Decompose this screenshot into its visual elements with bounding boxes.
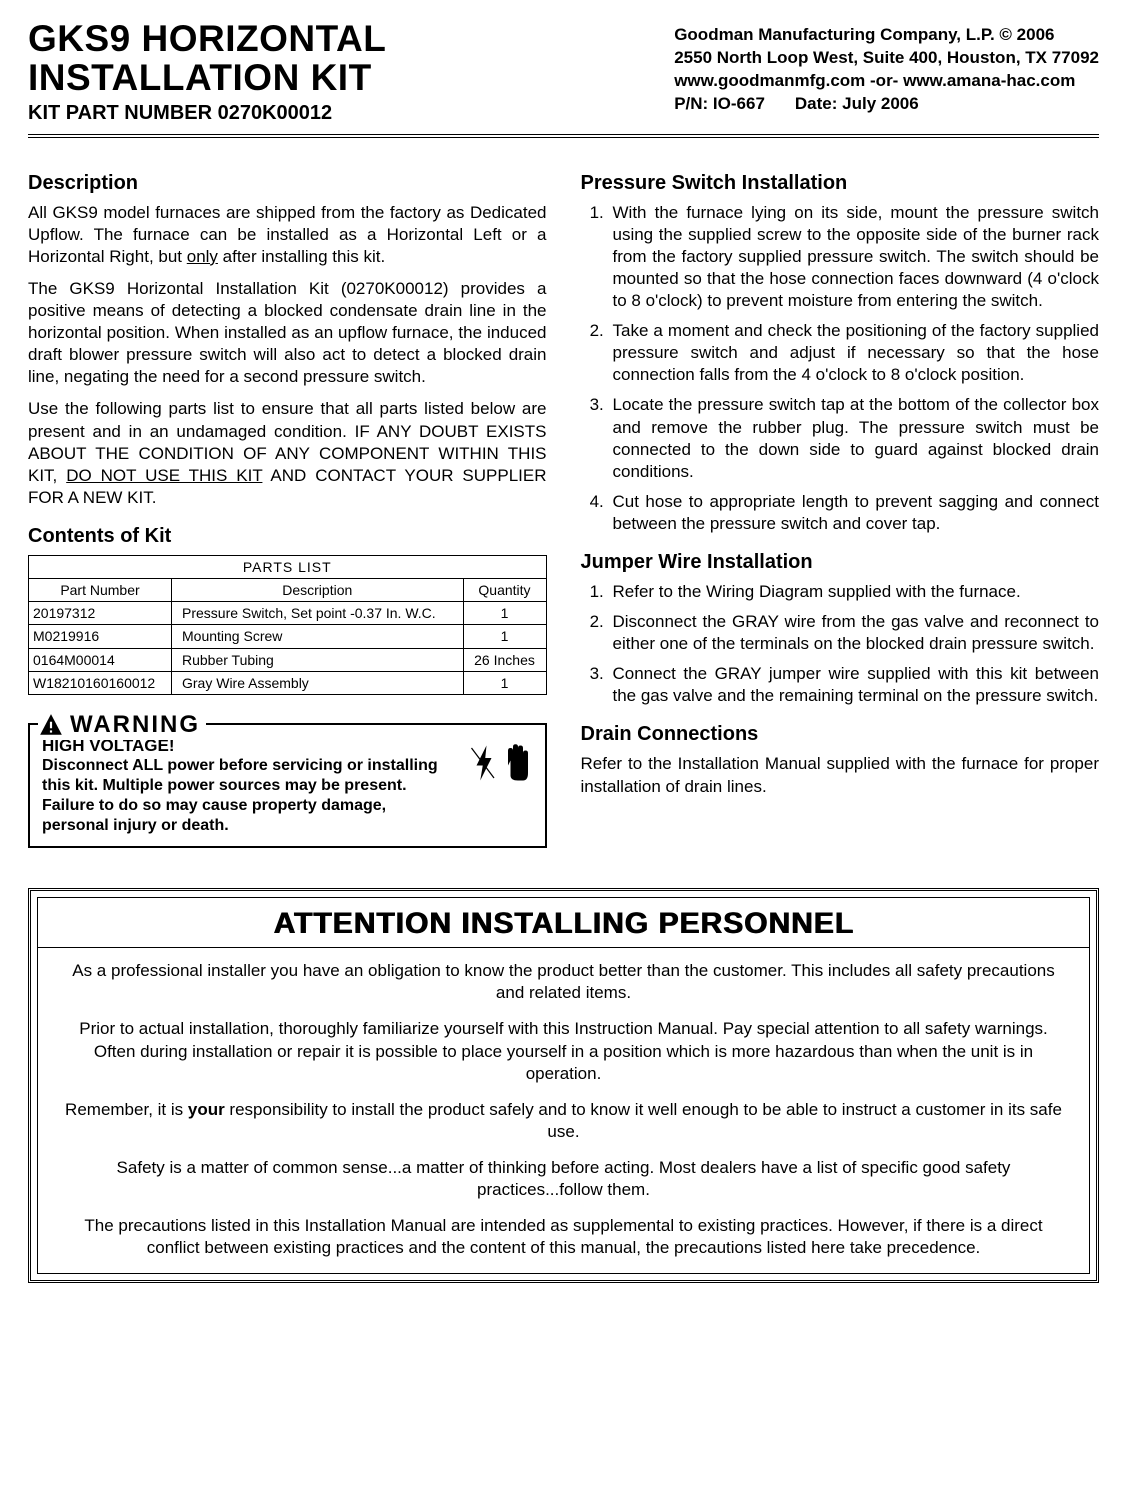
list-item: Refer to the Wiring Diagram supplied wit… bbox=[609, 581, 1100, 603]
hand-stop-icon bbox=[503, 743, 533, 783]
col-desc: Description bbox=[172, 579, 464, 602]
attention-p3: Remember, it is your responsibility to i… bbox=[60, 1099, 1067, 1143]
list-item: With the furnace lying on its side, moun… bbox=[609, 202, 1100, 312]
table-row: W18210160160012Gray Wire Assembly1 bbox=[29, 671, 547, 694]
list-item: Disconnect the GRAY wire from the gas va… bbox=[609, 611, 1100, 655]
attention-p4: Safety is a matter of common sense...a m… bbox=[60, 1157, 1067, 1201]
description-heading: Description bbox=[28, 170, 547, 196]
warning-label: WARNING bbox=[38, 709, 206, 740]
left-column: Description All GKS9 model furnaces are … bbox=[28, 156, 547, 849]
attention-p2: Prior to actual installation, thoroughly… bbox=[60, 1018, 1067, 1084]
description-p3: Use the following parts list to ensure t… bbox=[28, 398, 547, 508]
parts-table: PARTS LIST Part Number Description Quant… bbox=[28, 555, 547, 695]
drain-p: Refer to the Installation Manual supplie… bbox=[581, 753, 1100, 797]
attention-p1: As a professional installer you have an … bbox=[60, 960, 1067, 1004]
company-name: Goodman Manufacturing Company, L.P. © 20… bbox=[674, 24, 1099, 47]
parts-caption: PARTS LIST bbox=[29, 555, 547, 578]
right-column: Pressure Switch Installation With the fu… bbox=[581, 156, 1100, 849]
contents-heading: Contents of Kit bbox=[28, 523, 547, 549]
attention-box: ATTENTION INSTALLING PERSONNEL As a prof… bbox=[28, 888, 1099, 1283]
lightning-icon bbox=[469, 743, 499, 783]
attention-body: As a professional installer you have an … bbox=[38, 948, 1089, 1273]
page-header: GKS9 HORIZONTAL INSTALLATION KIT KIT PAR… bbox=[28, 20, 1099, 138]
company-pn: P/N: IO-667 bbox=[674, 93, 765, 116]
company-address: 2550 North Loop West, Suite 400, Houston… bbox=[674, 47, 1099, 70]
table-row: 20197312Pressure Switch, Set point -0.37… bbox=[29, 602, 547, 625]
main-title-line2: INSTALLATION KIT bbox=[28, 59, 674, 98]
warning-body: Disconnect ALL power before servicing or… bbox=[42, 756, 453, 836]
warning-icons bbox=[469, 743, 533, 783]
company-date: Date: July 2006 bbox=[795, 93, 919, 116]
col-part: Part Number bbox=[29, 579, 172, 602]
table-row: 0164M00014Rubber Tubing26 Inches bbox=[29, 648, 547, 671]
jumper-steps: Refer to the Wiring Diagram supplied wit… bbox=[581, 581, 1100, 707]
list-item: Cut hose to appropriate length to preven… bbox=[609, 491, 1100, 535]
description-p2: The GKS9 Horizontal Installation Kit (02… bbox=[28, 278, 547, 388]
content-columns: Description All GKS9 model furnaces are … bbox=[28, 156, 1099, 849]
title-block: GKS9 HORIZONTAL INSTALLATION KIT KIT PAR… bbox=[28, 20, 674, 126]
drain-heading: Drain Connections bbox=[581, 721, 1100, 747]
attention-title: ATTENTION INSTALLING PERSONNEL bbox=[38, 898, 1089, 948]
warning-triangle-icon bbox=[38, 712, 64, 738]
table-row: M0219916Mounting Screw1 bbox=[29, 625, 547, 648]
list-item: Locate the pressure switch tap at the bo… bbox=[609, 394, 1100, 482]
kit-part-number: KIT PART NUMBER 0270K00012 bbox=[28, 100, 674, 126]
list-item: Take a moment and check the positioning … bbox=[609, 320, 1100, 386]
jumper-heading: Jumper Wire Installation bbox=[581, 549, 1100, 575]
main-title-line1: GKS9 HORIZONTAL bbox=[28, 20, 674, 59]
warning-box: WARNING HIGH VOLTAGE! Disconnect ALL pow… bbox=[28, 723, 547, 848]
attention-p5: The precautions listed in this Installat… bbox=[60, 1215, 1067, 1259]
company-block: Goodman Manufacturing Company, L.P. © 20… bbox=[674, 20, 1099, 116]
company-sites: www.goodmanmfg.com -or- www.amana-hac.co… bbox=[674, 70, 1099, 93]
description-p1: All GKS9 model furnaces are shipped from… bbox=[28, 202, 547, 268]
pressure-steps: With the furnace lying on its side, moun… bbox=[581, 202, 1100, 535]
pressure-heading: Pressure Switch Installation bbox=[581, 170, 1100, 196]
col-qty: Quantity bbox=[463, 579, 546, 602]
list-item: Connect the GRAY jumper wire supplied wi… bbox=[609, 663, 1100, 707]
